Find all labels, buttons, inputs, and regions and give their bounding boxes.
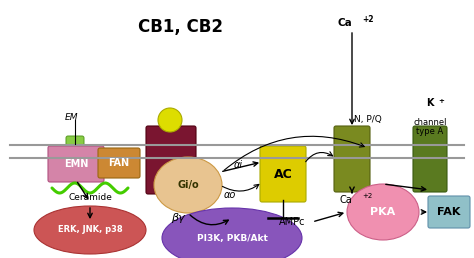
FancyBboxPatch shape (98, 148, 140, 178)
Ellipse shape (347, 184, 419, 240)
Ellipse shape (154, 157, 222, 213)
Text: type A: type A (416, 127, 444, 136)
Text: EM: EM (65, 114, 79, 123)
Text: Ca: Ca (339, 195, 352, 205)
Text: PKA: PKA (370, 207, 396, 217)
FancyBboxPatch shape (146, 126, 196, 194)
Text: +: + (438, 98, 444, 104)
Text: FAK: FAK (438, 207, 461, 217)
FancyBboxPatch shape (413, 126, 447, 192)
Text: βγ: βγ (171, 213, 185, 223)
Text: AMPc: AMPc (279, 217, 305, 227)
FancyBboxPatch shape (428, 196, 470, 228)
Text: ERK, JNK, p38: ERK, JNK, p38 (58, 225, 122, 235)
Text: +2: +2 (362, 15, 374, 24)
Text: αo: αo (224, 190, 236, 200)
Ellipse shape (162, 208, 302, 258)
Ellipse shape (34, 206, 146, 254)
Text: N, P/Q: N, P/Q (354, 115, 382, 124)
FancyBboxPatch shape (334, 126, 370, 192)
Text: Ca: Ca (337, 18, 352, 28)
Text: K: K (426, 98, 434, 108)
Text: channel: channel (413, 118, 447, 127)
Text: Gi/o: Gi/o (177, 180, 199, 190)
FancyBboxPatch shape (66, 136, 84, 180)
FancyBboxPatch shape (260, 146, 306, 202)
Text: CB1, CB2: CB1, CB2 (137, 18, 223, 36)
Circle shape (158, 108, 182, 132)
Text: PI3K, PKB/Akt: PI3K, PKB/Akt (197, 233, 267, 243)
Text: αi: αi (233, 160, 243, 170)
FancyBboxPatch shape (48, 146, 104, 182)
Text: FAN: FAN (109, 158, 129, 168)
Text: EMN: EMN (64, 159, 88, 169)
Text: +2: +2 (362, 193, 372, 199)
Text: Ceramide: Ceramide (68, 194, 112, 203)
Text: AC: AC (273, 167, 292, 181)
